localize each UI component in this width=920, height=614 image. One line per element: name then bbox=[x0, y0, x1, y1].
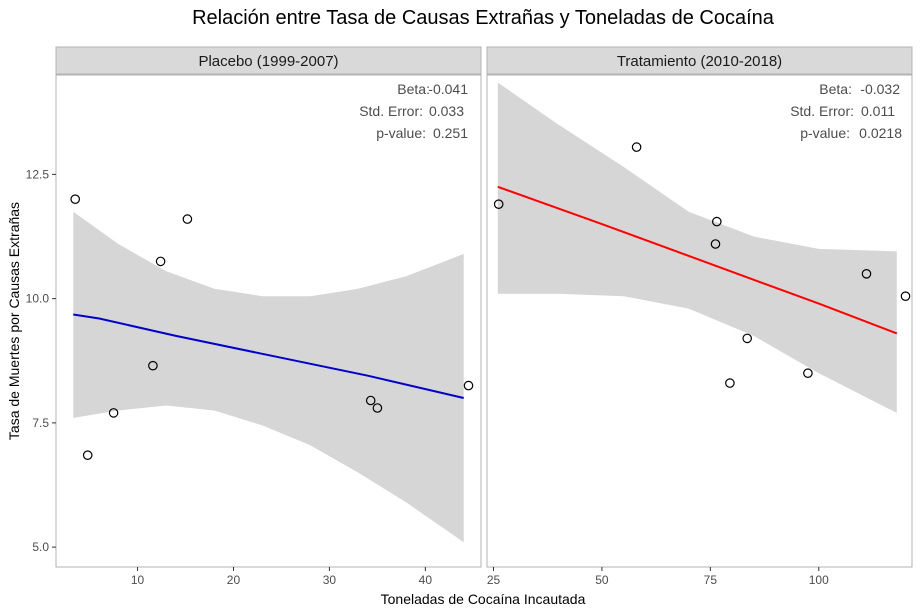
annot-beta-value: -0.032 bbox=[860, 81, 900, 97]
annot-stderr-label: Std. Error: bbox=[790, 103, 854, 119]
y-tick-label: 7.5 bbox=[32, 416, 49, 430]
x-tick-label: 20 bbox=[227, 573, 241, 587]
strip-label-placebo: Placebo (1999-2007) bbox=[198, 53, 338, 70]
x-tick-label: 40 bbox=[419, 573, 433, 587]
x-tick-label: 25 bbox=[487, 573, 501, 587]
strip-label-tratamiento: Tratamiento (2010-2018) bbox=[617, 53, 782, 70]
annot-beta-label: Beta: bbox=[819, 81, 852, 97]
ticks-tratamiento: 25 50 75 100 bbox=[487, 567, 829, 587]
data-point bbox=[365, 395, 376, 406]
data-point bbox=[182, 214, 193, 224]
strip-placebo bbox=[55, 46, 482, 75]
data-point bbox=[70, 194, 80, 204]
annot-stderr-label: Std. Error: bbox=[359, 103, 423, 119]
data-point bbox=[148, 360, 158, 371]
annot-beta-label: Beta: bbox=[397, 81, 430, 97]
y-tick-label: 12.5 bbox=[26, 167, 50, 181]
annotation-tratamiento: Beta: -0.032 Std. Error: 0.011 p-value: … bbox=[790, 81, 902, 141]
data-point bbox=[493, 199, 504, 209]
y-tick-label: 10.0 bbox=[26, 292, 50, 306]
data-point bbox=[372, 403, 383, 413]
annot-stderr-value: 0.033 bbox=[429, 103, 464, 119]
data-point bbox=[742, 333, 752, 344]
annot-beta-value: -0.041 bbox=[428, 81, 468, 97]
panel-placebo: Placebo (1999-2007) 10 20 30 40 Beta: -0.04… bbox=[55, 46, 482, 587]
data-point bbox=[631, 142, 642, 152]
points-tratamiento bbox=[493, 142, 911, 388]
data-point bbox=[725, 378, 735, 388]
annot-pvalue-value: 0.251 bbox=[433, 125, 468, 141]
data-point bbox=[710, 239, 721, 249]
data-point bbox=[861, 268, 872, 279]
annot-pvalue-label: p-value: bbox=[800, 125, 850, 141]
y-axis-ticks: 5.0 7.5 10.0 12.5 bbox=[26, 167, 56, 554]
chart-title: Relación entre Tasa de Causas Extrañas y… bbox=[192, 7, 775, 29]
annot-pvalue-label: p-value: bbox=[376, 125, 426, 141]
data-point bbox=[900, 291, 911, 301]
x-tick-label: 75 bbox=[704, 573, 718, 587]
annotation-placebo: Beta: -0.041 Std. Error: 0.033 p-value: … bbox=[359, 81, 468, 141]
annot-pvalue-value: 0.0218 bbox=[859, 125, 902, 141]
x-tick-label: 100 bbox=[809, 573, 829, 587]
fit-line-placebo bbox=[73, 313, 464, 399]
data-point bbox=[108, 408, 119, 418]
y-axis-title: Tasa de Muertes por Causas Extrañas bbox=[6, 202, 22, 440]
data-point bbox=[711, 216, 722, 227]
ci-ribbon-placebo bbox=[73, 211, 464, 543]
data-point bbox=[463, 380, 474, 391]
ticks-placebo: 10 20 30 40 bbox=[131, 567, 432, 587]
data-point bbox=[82, 450, 93, 460]
x-tick-label: 50 bbox=[595, 573, 609, 587]
x-axis-title: Toneladas de Cocaína Incautada bbox=[381, 591, 586, 607]
points-placebo bbox=[70, 194, 474, 460]
x-tick-label: 10 bbox=[131, 573, 145, 587]
y-tick-label: 5.0 bbox=[32, 540, 49, 554]
annot-stderr-value: 0.011 bbox=[861, 103, 895, 119]
data-point bbox=[803, 368, 813, 378]
panel-tratamiento: Tratamiento (2010-2018) 25 50 75 100 Beta: … bbox=[486, 46, 913, 587]
data-point bbox=[155, 256, 166, 267]
x-tick-label: 30 bbox=[323, 573, 337, 587]
strip-tratamiento bbox=[486, 46, 913, 75]
fit-line-tratamiento bbox=[497, 185, 898, 335]
ci-ribbon-tratamiento bbox=[497, 82, 897, 413]
